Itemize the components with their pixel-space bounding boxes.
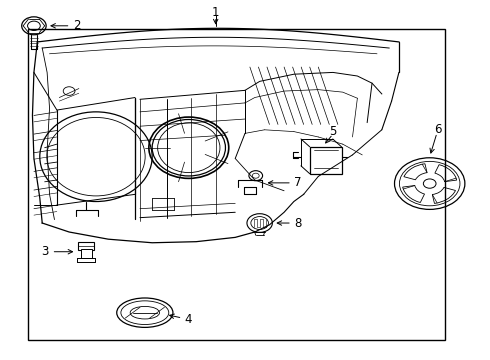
Text: 2: 2	[73, 19, 80, 32]
Text: 4: 4	[184, 312, 192, 326]
Text: 5: 5	[329, 125, 337, 138]
Text: 3: 3	[41, 245, 49, 258]
Bar	[27, 30, 445, 339]
Bar	[78, 242, 94, 250]
Circle shape	[394, 158, 465, 210]
Text: 7: 7	[294, 176, 301, 189]
Circle shape	[249, 171, 263, 181]
Circle shape	[247, 214, 272, 232]
Ellipse shape	[117, 298, 173, 327]
Bar	[81, 249, 92, 258]
Text: 8: 8	[294, 216, 301, 230]
Circle shape	[22, 17, 46, 35]
Text: 6: 6	[434, 123, 442, 136]
Bar	[310, 147, 342, 174]
Text: 1: 1	[212, 6, 220, 19]
